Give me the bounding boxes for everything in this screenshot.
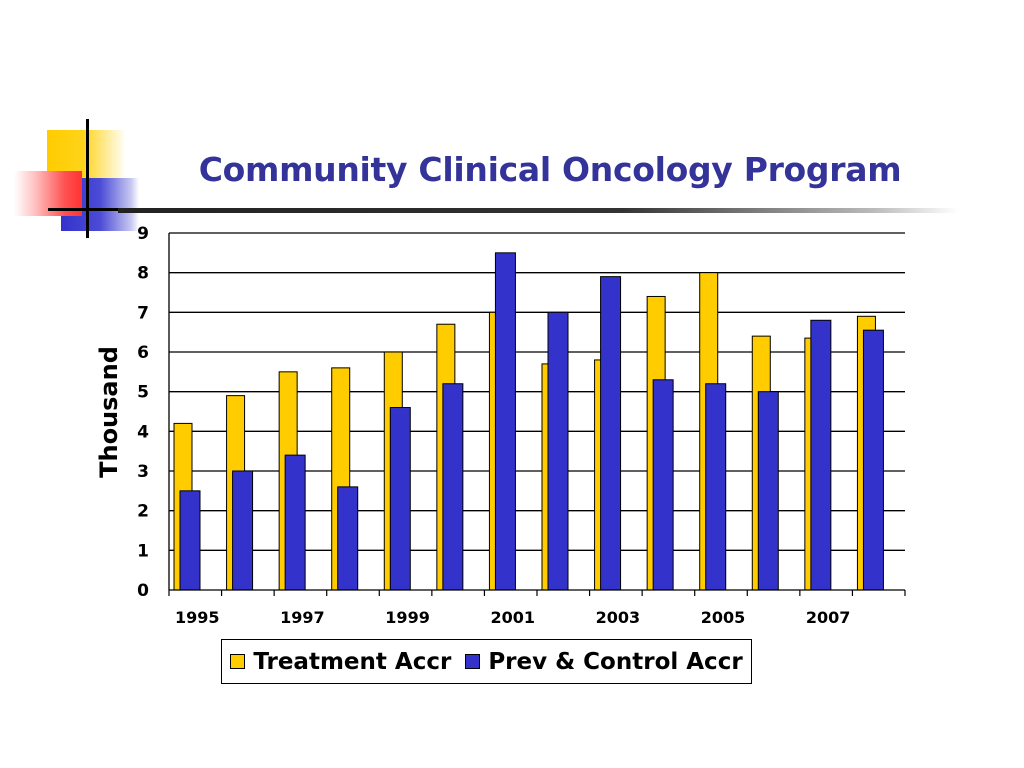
axes	[168, 233, 906, 596]
tick-labels: 0 1 2 3 4 5 6 7 8 9 1995 1997 1999 2001 2003 2005 2007	[137, 224, 850, 627]
y-tick-label-3: 3	[137, 462, 149, 482]
decor-vertical-line	[86, 119, 89, 238]
legend-label-prevention: Prev & Control Accr	[488, 648, 743, 675]
x-tick-label-2007: 2007	[806, 608, 851, 627]
legend-swatch-prevention	[465, 654, 481, 669]
legend-swatch-treatment	[230, 654, 246, 669]
x-tick-label-1999: 1999	[385, 608, 430, 627]
y-tick-label-1: 1	[137, 541, 149, 561]
bar-prevention-1998	[337, 486, 359, 591]
x-tick-label-1997: 1997	[280, 608, 325, 627]
legend-item-treatment: Treatment Accr	[230, 649, 451, 675]
bar-prevention-2005	[705, 383, 727, 591]
y-tick-label-8: 8	[137, 264, 149, 284]
x-tick-label-2005: 2005	[701, 608, 746, 627]
x-tick-label-1995: 1995	[175, 608, 220, 627]
chart-legend: Treatment Accr Prev & Control Accr	[221, 639, 752, 684]
bars	[173, 252, 884, 591]
bar-prevention-2002	[547, 311, 569, 591]
y-tick-label-5: 5	[137, 383, 149, 403]
legend-item-prevention: Prev & Control Accr	[465, 648, 743, 675]
y-axis-label: Thousand	[95, 346, 123, 478]
title-rule	[118, 208, 958, 213]
bar-prevention-2003	[600, 276, 622, 591]
decor-horizontal-line	[48, 208, 140, 211]
x-tick-label-2003: 2003	[596, 608, 641, 627]
y-tick-label-6: 6	[137, 343, 149, 363]
x-tick-label-2001: 2001	[490, 608, 535, 627]
y-tick-label-0: 0	[137, 581, 149, 601]
slide-title: Community Clinical Oncology Program	[198, 150, 902, 189]
legend-label-treatment: Treatment Accr	[253, 648, 452, 675]
bar-prevention-2001	[494, 252, 516, 591]
y-tick-label-2: 2	[137, 502, 149, 522]
y-tick-label-9: 9	[137, 224, 149, 244]
bar-prevention-1999	[389, 407, 411, 591]
bar-prevention-1997	[284, 454, 306, 591]
bar-prevention-2006	[757, 391, 779, 591]
y-tick-label-7: 7	[137, 303, 149, 323]
bar-prevention-1995	[179, 490, 201, 591]
bar-prevention-2004	[652, 379, 674, 591]
bar-prevention-1996	[232, 470, 254, 591]
bar-prevention-2008	[862, 329, 884, 591]
bar-prevention-2000	[442, 383, 464, 591]
bar-prevention-2007	[810, 319, 832, 591]
y-tick-label-4: 4	[137, 422, 149, 442]
